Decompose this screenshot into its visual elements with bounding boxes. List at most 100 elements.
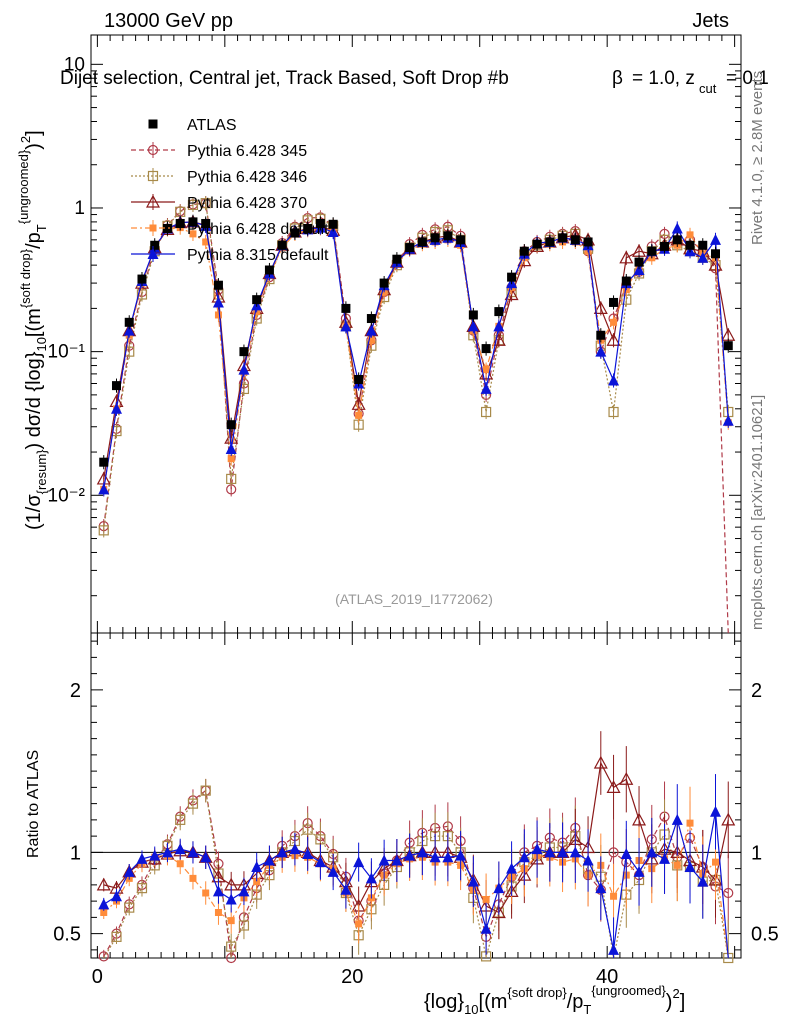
ratio-y-tick-label-right: 1 [751, 842, 762, 864]
data-point-atlas [596, 330, 606, 340]
ratio-point-p8def [480, 922, 492, 934]
data-point-atlas [239, 347, 249, 357]
data-point-atlas [162, 223, 172, 233]
y-tick-label: 10 [64, 54, 85, 75]
data-point-atlas [481, 344, 491, 354]
legend-label: Pythia 6.428 346 [187, 169, 307, 186]
ratio-point-p8def [467, 875, 479, 887]
data-point-atlas [252, 295, 262, 305]
data-point-atlas [328, 219, 338, 229]
ratio-point-p8def [302, 848, 314, 859]
ratio-y-tick-label-left: 0.5 [53, 924, 81, 946]
ratio-point-p8def [110, 890, 122, 902]
data-point-p8def [123, 324, 135, 336]
data-point-p8def [467, 320, 479, 332]
ratio-point-p8def [595, 882, 607, 894]
ratio-point-p8def [187, 846, 199, 858]
data-point-p8def [608, 374, 620, 386]
data-point-p8def [633, 264, 645, 276]
ratio-point-p8def [455, 849, 467, 861]
ratio-point-p345 [723, 887, 734, 899]
data-point-p346 [187, 199, 199, 211]
ratio-point-p8def [136, 852, 148, 864]
data-point-p370 [606, 333, 621, 346]
data-point-atlas [264, 265, 274, 275]
data-point-atlas [647, 246, 657, 256]
energy-label: 13000 GeV pp [104, 10, 233, 32]
legend-marker-p345 [147, 144, 159, 156]
selection-title: Dijet selection, Central jet, Track Base… [60, 68, 509, 89]
ratio-point-p370 [606, 780, 621, 793]
ratio-point-p8def [557, 846, 569, 858]
series-line-p345 [103, 202, 729, 634]
y-tick-label: 10⁻² [48, 485, 86, 506]
ratio-point-p346 [111, 931, 122, 942]
ratio-point-p8def [544, 846, 556, 858]
ratio-point-p8def [378, 854, 390, 866]
ratio-y-tick-label-left: 2 [70, 680, 81, 702]
data-point-atlas [570, 235, 580, 245]
data-point-p370 [593, 301, 608, 314]
legend-item-atlas: ATLAS [148, 117, 237, 134]
data-point-atlas [341, 303, 351, 313]
ratio-point-p8def [506, 862, 518, 874]
ratio-point-p346 [187, 798, 199, 809]
data-point-atlas [583, 237, 593, 247]
ratio-point-p345 [608, 847, 619, 858]
ratio-y-tick-label-right: 2 [751, 680, 762, 702]
legend-item-p370: Pythia 6.428 370 [131, 194, 307, 212]
data-point-p346 [480, 406, 492, 418]
data-point-atlas [392, 254, 402, 264]
ratio-point-p370 [593, 755, 608, 769]
series-line-p8def [103, 221, 729, 490]
ratio-point-pdef [100, 909, 108, 916]
ratio-point-p8def [429, 851, 441, 863]
data-point-atlas [558, 233, 568, 243]
y-tick-label: 1 [74, 198, 85, 219]
data-point-atlas [277, 240, 287, 250]
data-point-pdef [610, 318, 618, 326]
data-point-p370 [619, 250, 634, 264]
ratio-point-pdef [189, 874, 197, 882]
ratio-point-p346 [124, 902, 135, 913]
data-point-atlas [137, 274, 147, 284]
ratio-point-pdef [355, 920, 363, 928]
ratio-point-pdef [214, 909, 222, 916]
ratio-point-p8def [238, 885, 250, 897]
ratio-point-p8def [442, 851, 454, 863]
data-point-atlas [685, 240, 695, 250]
ratio-point-p8def [314, 856, 326, 868]
data-point-atlas [354, 374, 364, 384]
data-point-pdef [355, 411, 363, 419]
ratio-point-pdef [227, 917, 235, 925]
ratio-point-p8def [697, 875, 709, 887]
data-point-atlas [226, 420, 236, 430]
data-point-atlas [315, 218, 325, 228]
data-point-p8def [365, 324, 377, 336]
ratio-point-p8def [251, 861, 263, 872]
data-point-atlas [456, 235, 466, 245]
analysis-id: (ATLAS_2019_I1772062) [335, 591, 493, 607]
legend-item-p8def: Pythia 8.315 default [131, 246, 329, 264]
legend-label: ATLAS [187, 117, 237, 134]
data-point-p8def [710, 233, 722, 245]
ratio-point-p346 [226, 941, 237, 952]
legend-label: Pythia 8.315 default [187, 247, 329, 264]
ratio-point-p8def [276, 846, 288, 858]
data-point-atlas [519, 246, 529, 256]
ratio-point-p8def [404, 849, 416, 861]
rivet-version-label: Rivet 4.1.0, ≥ 2.8M events [749, 71, 766, 245]
data-point-p370 [708, 257, 723, 271]
data-point-p8def [238, 363, 250, 375]
ratio-point-p8def [98, 898, 110, 910]
data-point-atlas [417, 237, 427, 247]
ratio-point-p8def [263, 854, 275, 866]
ratio-y-tick-label-left: 1 [70, 842, 81, 864]
data-point-atlas [494, 307, 504, 317]
y-tick-label: 10⁻¹ [48, 342, 86, 363]
ratio-point-p8def [659, 852, 671, 864]
data-point-atlas [150, 240, 160, 250]
ratio-y-tick-label-right: 0.5 [751, 924, 779, 946]
ratio-point-p8def [684, 861, 696, 872]
ratio-point-p8def [212, 885, 224, 897]
